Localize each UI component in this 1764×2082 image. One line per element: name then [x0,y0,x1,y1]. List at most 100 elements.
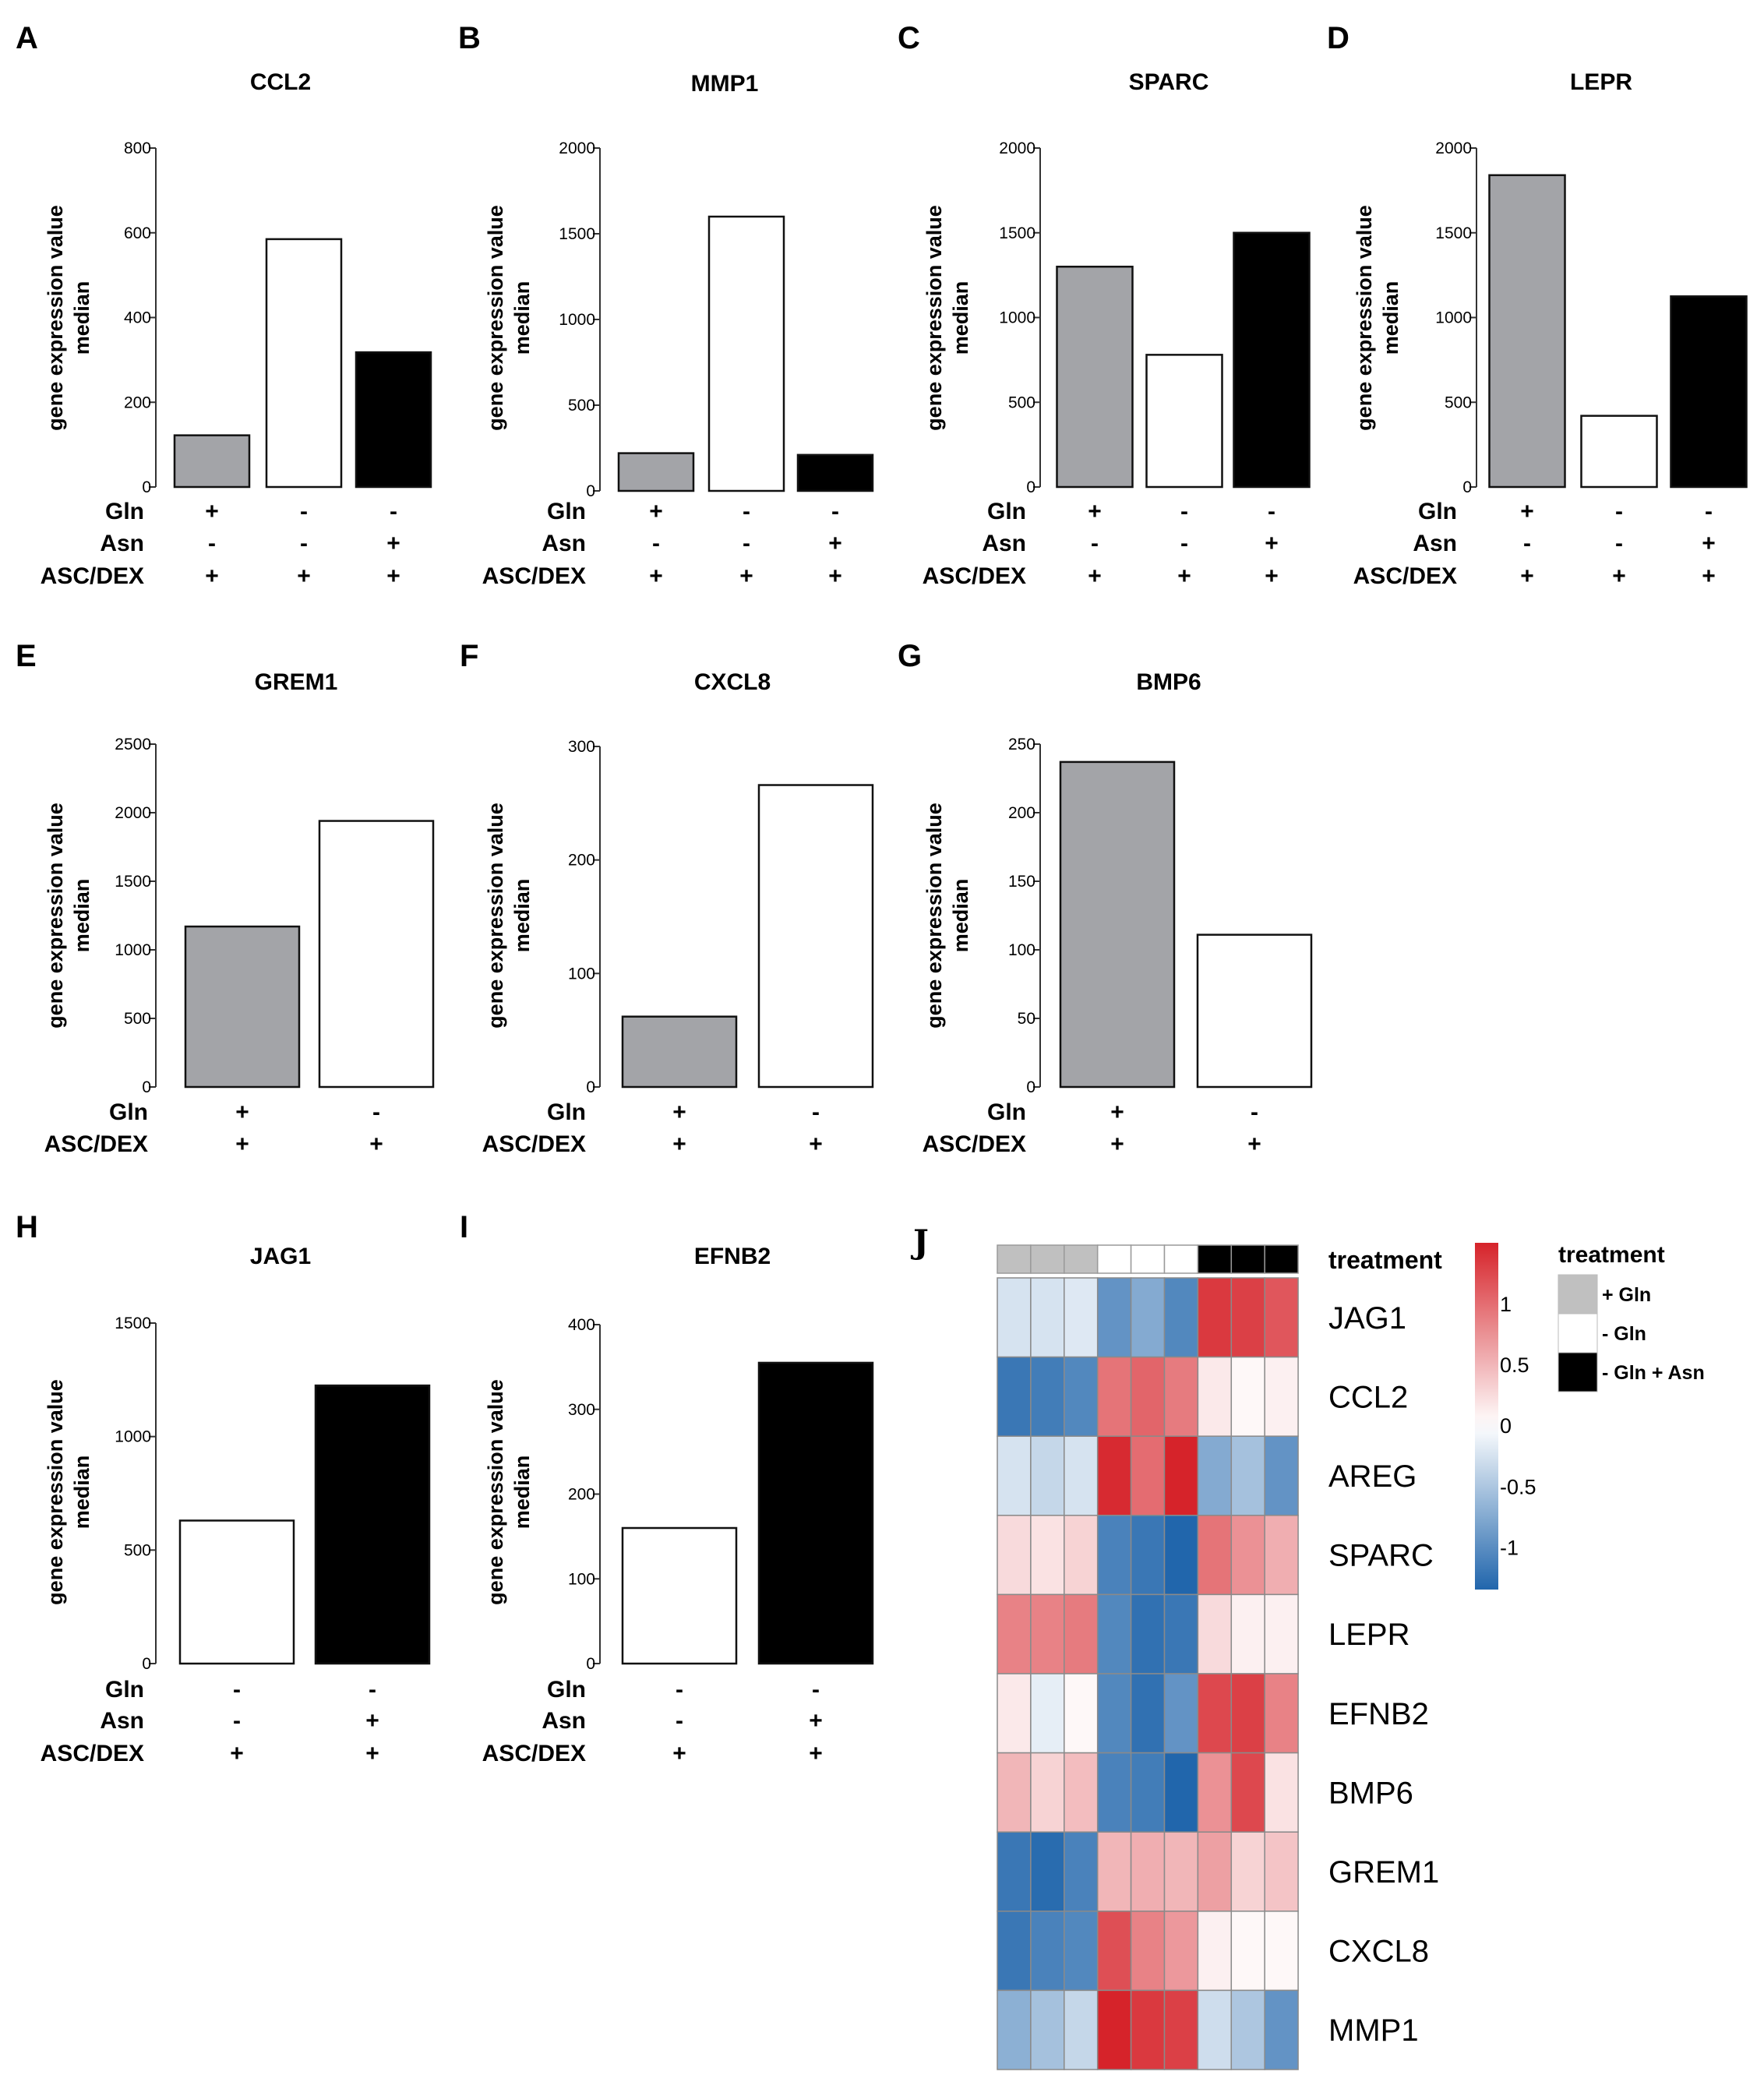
heatmap-cell [1163,1356,1199,1437]
heatmap-cell [1163,1435,1199,1516]
y-tick-label: 1000 [115,1428,151,1446]
condition-mark: - [743,531,750,556]
heatmap-cell [1096,1673,1132,1754]
y-tick-label: 200 [124,393,151,411]
y-axis-label-line: median [70,281,93,355]
color-scale-label: 0 [1500,1414,1512,1438]
panel-letter: E [16,639,37,673]
y-axis-label-line: median [70,1456,93,1530]
condition-mark: - [812,1677,820,1703]
heatmap-cell [1163,1277,1199,1358]
condition-mark: - [676,1708,683,1734]
y-axis-label: gene expression value median [1353,205,1402,431]
annotation-cell [1130,1244,1166,1274]
y-axis-label-line: median [510,1456,534,1530]
condition-label: ASC/DEX [923,563,1026,589]
heatmap-cell [1197,1277,1233,1358]
condition-mark: - [1268,499,1275,524]
condition-mark: - [369,1677,376,1703]
condition-label: Asn [100,531,144,556]
bar [617,452,695,492]
heatmap-cell [1264,1752,1299,1833]
y-tick-label: 500 [1445,393,1472,411]
condition-mark: + [205,499,219,524]
chart-title: MMP1 [691,71,759,97]
panel-c: C SPARC gene expression value median 0 500 100… [898,21,1311,589]
bar [1056,266,1134,489]
heatmap-cell [1030,1673,1065,1754]
y-axis-label-line: median [510,879,534,953]
y-tick-label: 300 [568,1401,595,1419]
heatmap-cell [1230,1831,1265,1912]
y-axis-label-line: median [949,281,972,355]
condition-mark: + [297,563,311,589]
y-tick-label: 1000 [559,311,595,329]
panel-a: A CCL2 gene expression value median 0 200 400 6… [16,21,432,589]
heatmap-cell [1130,1831,1166,1912]
y-axis-label: gene expression value median [923,205,972,431]
condition-mark: + [1265,563,1279,589]
bar [173,434,251,489]
condition-label: Asn [542,531,586,556]
condition-label: Asn [100,1708,144,1734]
heatmap-cell [997,1356,1032,1437]
color-scale-label: -0.5 [1500,1475,1536,1498]
annotation-cell [1163,1244,1199,1274]
heatmap-cell [1230,1356,1265,1437]
y-tick-label: 200 [568,852,595,870]
condition-mark: - [652,531,660,556]
heatmap-cell [1030,1515,1065,1596]
heatmap-cell [1096,1356,1132,1437]
bar [318,820,435,1089]
panel-f: F CXCL8 gene expression value median 0 100 200… [460,639,874,1157]
condition-mark: + [1702,531,1716,556]
heatmap-cell [1096,1831,1132,1912]
legend-swatch [1558,1352,1598,1392]
gene-label: BMP6 [1328,1776,1413,1810]
condition-mark: + [672,1099,686,1125]
condition-mark: + [1177,563,1191,589]
annotation-cell [997,1244,1032,1274]
condition-mark: + [1702,563,1716,589]
heatmap-cell [1197,1435,1233,1516]
bar [355,351,432,489]
panel-letter: G [898,639,922,673]
condition-mark: - [1091,531,1099,556]
condition-mark: + [649,563,663,589]
condition-mark: + [828,531,842,556]
heatmap-cell [1163,1831,1199,1912]
heatmap-cell [1197,1752,1233,1833]
condition-label: Asn [542,1708,586,1734]
heatmap-cell [1064,1356,1099,1437]
gene-label: EFNB2 [1328,1697,1429,1731]
bar [1196,933,1313,1089]
y-axis-label-line: gene expression value [484,803,507,1029]
panel-letter: I [460,1210,468,1244]
y-tick-label: 200 [1008,804,1035,822]
condition-mark: - [1180,531,1188,556]
heatmap-cell [1197,1673,1233,1754]
gene-label: CXCL8 [1328,1935,1429,1969]
heatmap-cell [1030,1752,1065,1833]
legend-label: - Gln + Asn [1602,1362,1705,1384]
y-tick-label: 0 [1026,478,1035,496]
condition-label: Gln [987,499,1026,524]
panel-letter: D [1327,21,1349,55]
condition-label: Gln [547,1099,586,1125]
annotation-cell [1096,1244,1132,1274]
color-scale-label: -1 [1500,1536,1519,1559]
panel-h: H JAG1 gene expression value median 0 500 1000… [16,1210,431,1766]
y-tick-label: 100 [568,1570,595,1588]
heatmap-cell [1163,1673,1199,1754]
bar [1059,760,1176,1089]
heatmap-cell [1064,1752,1099,1833]
condition-mark: - [812,1099,820,1125]
gene-label: MMP1 [1328,2013,1419,2048]
y-axis-label-line: gene expression value [44,1379,67,1605]
y-tick-label: 600 [124,224,151,242]
heatmap-cell [1264,1673,1299,1754]
y-tick-label: 1000 [999,309,1035,327]
heatmap-cell [1230,1752,1265,1833]
bar [621,1015,738,1089]
heatmap-cell [1030,1435,1065,1516]
